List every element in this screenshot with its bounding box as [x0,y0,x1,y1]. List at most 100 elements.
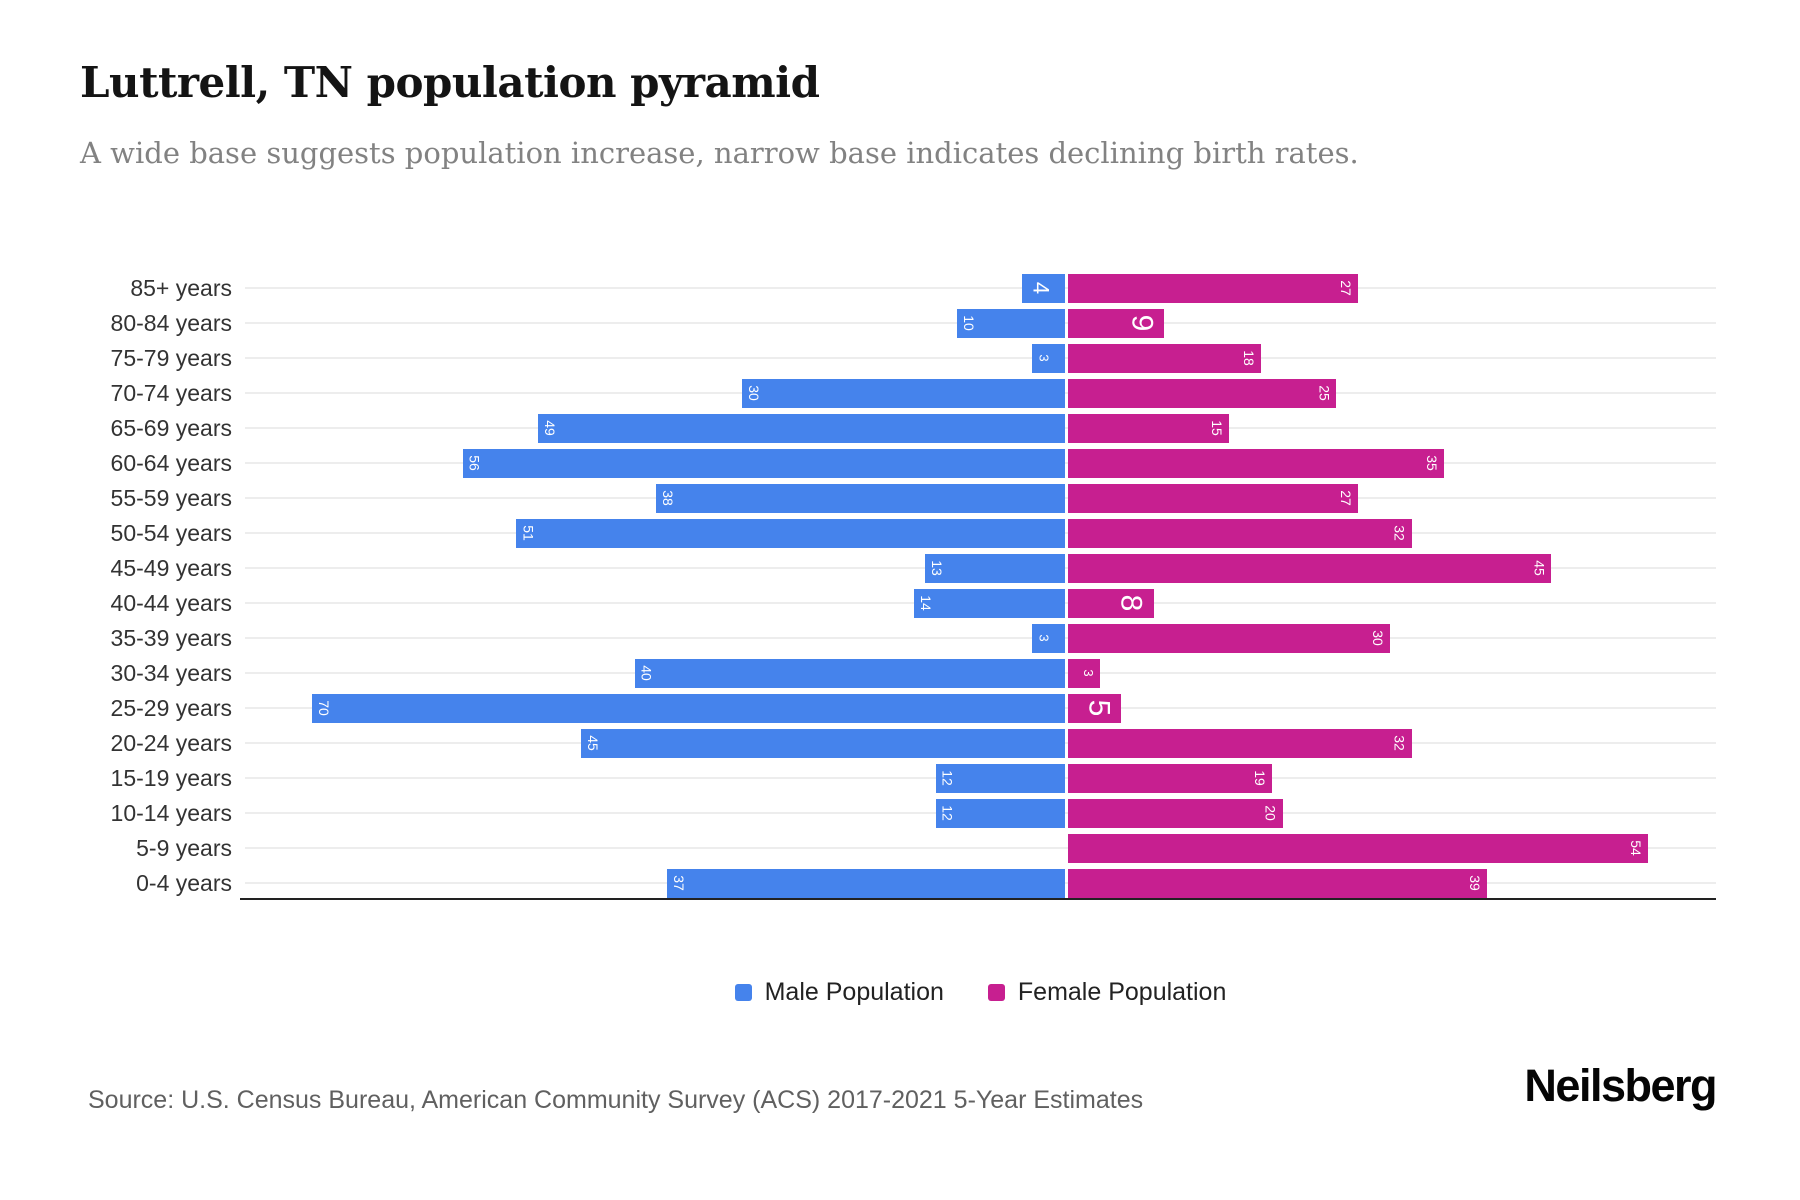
female-bar[interactable]: 20 [1067,798,1283,828]
female-bar-value: 39 [1466,875,1483,891]
female-bar-value: 35 [1423,455,1440,471]
female-bar-value: 54 [1628,840,1644,856]
female-bar[interactable]: 45 [1067,553,1552,583]
male-legend-swatch-icon [734,984,752,1001]
chart-subtitle: A wide base suggests population increase… [80,136,1359,170]
male-bar-value: 13 [928,560,945,576]
female-bar-value: 20 [1262,805,1279,821]
male-bar[interactable]: 12 [935,798,1065,828]
male-bar-value: 14 [918,595,934,611]
male-bar-value: 45 [584,735,601,751]
male-bar[interactable]: 10 [957,308,1065,338]
y-axis-label: 20-24 years [110,729,232,756]
male-bar-value: 12 [939,805,956,821]
female-bar-value: 15 [1208,420,1225,436]
male-bar[interactable]: 49 [537,413,1065,443]
male-bar[interactable]: 38 [656,483,1065,513]
male-bar-value: 49 [541,420,558,436]
y-axis-label: 45-49 years [110,554,232,581]
y-axis-label: 50-54 years [110,519,232,546]
male-bar-value: 3 [1036,354,1052,362]
y-axis-label: 0-4 years [136,869,232,896]
male-bar-value: 37 [670,875,687,891]
female-bar-value: 8 [1114,594,1148,612]
female-bar[interactable]: 9 [1067,308,1165,338]
gridline [245,637,1716,639]
gridline [245,287,1716,289]
male-bar-value: 51 [520,525,537,541]
female-bar[interactable]: 35 [1067,448,1444,478]
female-bar[interactable]: 3 [1067,658,1100,688]
female-bar[interactable]: 15 [1067,413,1229,443]
male-bar[interactable]: 51 [516,518,1065,548]
female-bar-value: 3 [1080,669,1096,677]
female-bar[interactable]: 30 [1067,623,1390,653]
y-axis-label: 85+ years [130,274,232,301]
female-bar-value: 27 [1337,280,1354,296]
male-bar-value: 12 [939,770,956,786]
female-bar-value: 19 [1251,770,1268,786]
legend-item-male[interactable]: Male Population [734,978,944,1007]
page-title: Luttrell, TN population pyramid [80,58,820,107]
y-axis-label: 30-34 years [110,659,232,686]
male-bar[interactable]: 56 [462,448,1065,478]
male-bar[interactable]: 37 [666,868,1065,898]
male-bar-value: 30 [746,385,762,401]
male-bar-value: 40 [638,665,655,681]
male-bar[interactable]: 14 [914,588,1065,618]
y-axis-label: 10-14 years [110,799,232,826]
female-bar[interactable]: 27 [1067,483,1358,513]
female-bar[interactable]: 32 [1067,728,1412,758]
y-axis-label: 80-84 years [110,309,232,336]
y-axis-label: 5-9 years [136,834,232,861]
male-bar[interactable]: 3 [1032,623,1065,653]
female-bar[interactable]: 25 [1067,378,1337,408]
male-bar-value: 4 [1028,281,1054,295]
legend-item-female[interactable]: Female Population [987,978,1227,1007]
y-axis-label: 60-64 years [110,449,232,476]
legend-label-female: Female Population [1017,978,1227,1006]
male-bar[interactable]: 13 [924,553,1065,583]
female-bar[interactable]: 27 [1067,273,1358,303]
gridline [245,847,1716,849]
y-axis-label: 65-69 years [110,414,232,441]
female-bar[interactable]: 8 [1067,588,1154,618]
male-bar[interactable]: 70 [312,693,1065,723]
y-axis-label: 25-29 years [110,694,232,721]
female-bar-value: 45 [1531,560,1548,576]
female-bar[interactable]: 18 [1067,343,1261,373]
male-bar[interactable]: 40 [634,658,1065,688]
male-bar-value: 3 [1036,634,1052,642]
y-axis-label: 75-79 years [110,344,232,371]
female-bar[interactable]: 5 [1067,693,1122,723]
male-bar[interactable]: 4 [1021,273,1065,303]
male-bar[interactable]: 45 [580,728,1065,758]
female-bar-value: 9 [1125,314,1159,332]
chart-legend: Male Population Female Population [245,978,1716,1007]
female-bar[interactable]: 32 [1067,518,1412,548]
female-legend-swatch-icon [987,984,1005,1001]
female-bar[interactable]: 39 [1067,868,1487,898]
female-bar[interactable]: 54 [1067,833,1648,863]
male-bar[interactable]: 12 [935,763,1065,793]
neilsberg-logo[interactable]: Neilsberg [1524,1060,1717,1111]
male-bar-value: 38 [660,490,676,506]
male-bar-value: 70 [316,700,332,716]
male-bar[interactable]: 3 [1032,343,1065,373]
source-attribution: Source: U.S. Census Bureau, American Com… [88,1086,1144,1114]
y-axis-label: 15-19 years [110,764,232,791]
female-bar[interactable]: 19 [1067,763,1272,793]
female-bar-value: 5 [1082,699,1116,717]
female-bar-value: 18 [1241,350,1257,366]
y-axis-label: 40-44 years [110,589,232,616]
y-axis-label: 35-39 years [110,624,232,651]
male-bar-value: 10 [961,315,977,331]
gridline [245,357,1716,359]
male-bar-value: 56 [466,455,483,471]
legend-label-male: Male Population [764,978,944,1006]
male-bar[interactable]: 30 [742,378,1065,408]
x-axis-line [240,898,1716,900]
female-bar-value: 25 [1316,385,1333,401]
